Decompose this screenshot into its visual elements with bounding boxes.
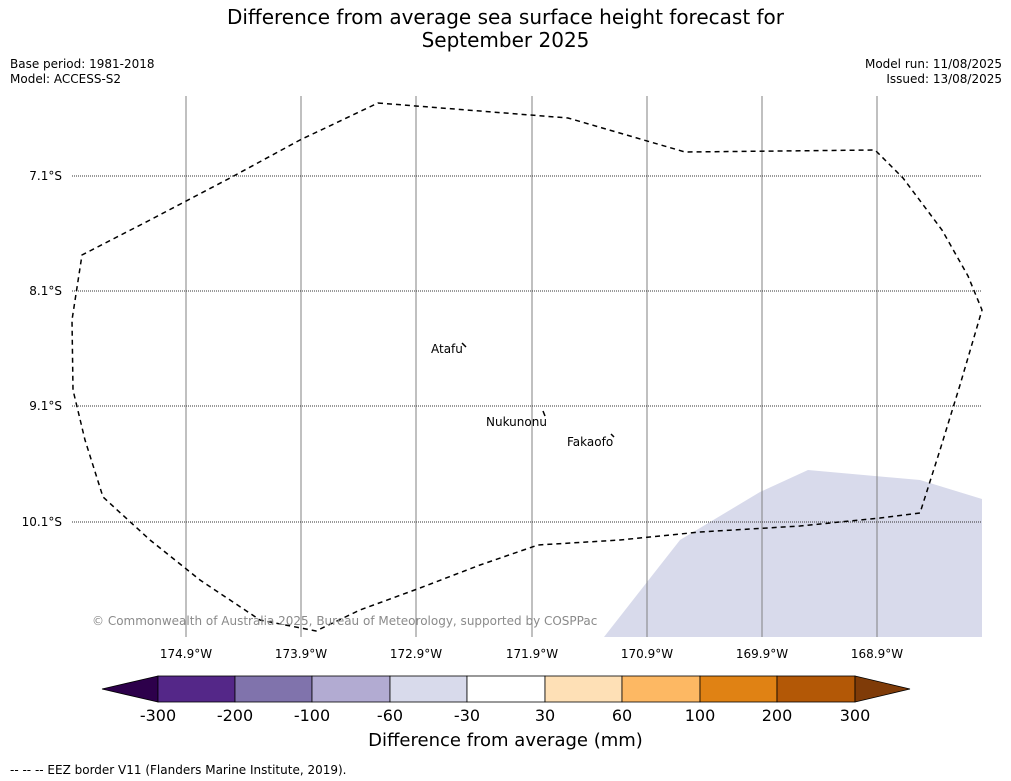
lon-label-168-9: 168.9°W — [850, 647, 904, 661]
lon-label-172-9: 172.9°W — [389, 647, 443, 661]
meta-left: Base period: 1981-2018 Model: ACCESS-S2 — [10, 57, 155, 87]
title-line-1: Difference from average sea surface heig… — [226, 5, 785, 29]
colorbar-bin-5 — [466, 675, 546, 703]
issued-date: Issued: 13/08/2025 — [886, 72, 1002, 86]
eez-border — [71, 102, 983, 632]
colorbar-label: Difference from average (mm) — [368, 730, 643, 751]
colorbar-tick: -100 — [293, 706, 331, 725]
base-period: Base period: 1981-2018 — [10, 57, 155, 71]
place-label-atafu: Atafu — [431, 342, 463, 356]
model-name: Model: ACCESS-S2 — [10, 72, 122, 86]
colorbar-tick: -300 — [139, 706, 177, 725]
colorbar-extend-low — [101, 675, 159, 703]
colorbar-bin-7 — [621, 675, 701, 703]
lat-label-7-1: 7.1°S — [29, 169, 62, 183]
lon-label-173-9: 173.9°W — [274, 647, 328, 661]
atafu-island — [461, 342, 467, 348]
colorbar-tick: -30 — [453, 706, 481, 725]
title-line-2: September 2025 — [421, 28, 590, 52]
colorbar-bin-8 — [699, 675, 778, 703]
colorbar-tick: 300 — [839, 706, 871, 725]
colorbar-tick: 200 — [761, 706, 793, 725]
lon-label-171-9: 171.9°W — [505, 647, 559, 661]
lat-label-10-1: 10.1°S — [21, 515, 62, 529]
model-run: Model run: 11/08/2025 — [864, 57, 1002, 71]
meta-right: Model run: 11/08/2025 Issued: 13/08/2025 — [865, 57, 1002, 87]
nukunonu-island — [542, 410, 546, 417]
place-label-fakaofo: Fakaofo — [567, 435, 614, 449]
lon-label-169-9: 169.9°W — [735, 647, 789, 661]
colorbar-bin-4 — [389, 675, 468, 703]
colorbar-tick: 60 — [611, 706, 633, 725]
lat-label-8-1: 8.1°S — [29, 284, 62, 298]
lon-label-174-9: 174.9°W — [159, 647, 213, 661]
colorbar-extend-high — [854, 675, 911, 703]
lat-label-9-1: 9.1°S — [29, 399, 62, 413]
copyright-notice: © Commonwealth of Australia 2025, Bureau… — [92, 614, 598, 628]
colorbar-tick: 100 — [684, 706, 716, 725]
place-label-nukunonu: Nukunonu — [486, 415, 547, 429]
colorbar-bin-1 — [157, 675, 236, 703]
colorbar — [101, 675, 911, 703]
colorbar-tick: 30 — [534, 706, 556, 725]
map-title: Difference from average sea surface heig… — [0, 6, 1011, 52]
colorbar-bin-2 — [234, 675, 313, 703]
parallel-lines — [72, 175, 982, 523]
colorbar-bin-3 — [311, 675, 391, 703]
colorbar-bin-9 — [776, 675, 856, 703]
fakaofo-island — [610, 433, 615, 438]
eez-legend-footer: -- -- -- EEZ border V11 (Flanders Marine… — [10, 763, 347, 777]
colorbar-tick: -60 — [376, 706, 404, 725]
anomaly-region — [604, 470, 982, 637]
lon-label-170-9: 170.9°W — [620, 647, 674, 661]
colorbar-bin-6 — [544, 675, 623, 703]
colorbar-tick: -200 — [216, 706, 254, 725]
